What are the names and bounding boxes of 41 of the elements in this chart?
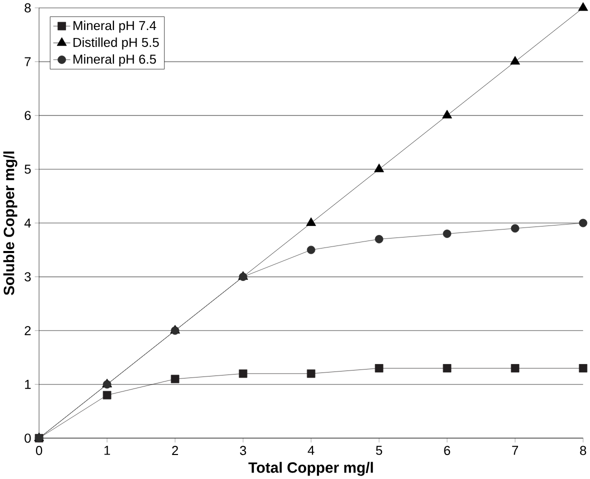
- x-tick-label: 2: [172, 446, 178, 455]
- point: [442, 110, 452, 118]
- y-tick-label: 4: [24, 218, 31, 228]
- point: [578, 2, 588, 11]
- x-tick-label: 5: [376, 446, 382, 455]
- point: [442, 230, 452, 238]
- point: [170, 374, 180, 384]
- y-tick-label: 3: [24, 272, 31, 282]
- y-axis-title: Soluble Copper mg/l: [3, 152, 18, 296]
- x-tick-label: 0: [36, 446, 42, 455]
- point: [374, 364, 384, 372]
- x-tick-label: 6: [444, 446, 450, 455]
- point: [374, 163, 384, 172]
- point: [578, 364, 588, 372]
- x-axis-title: Total Copper mg/l: [248, 462, 373, 476]
- point: [510, 224, 520, 232]
- point: [306, 217, 316, 226]
- point: [578, 218, 588, 228]
- x-tick-label: 1: [104, 446, 110, 455]
- x-tick-label: 4: [308, 446, 314, 455]
- legend-label: Distilled pH 5.5: [74, 37, 159, 50]
- point: [374, 234, 384, 244]
- x-tick-label: 8: [580, 446, 586, 455]
- point: [442, 364, 452, 372]
- point: [306, 246, 316, 254]
- x-tick-label: 7: [512, 446, 518, 455]
- point: [238, 369, 248, 378]
- y-tick-label: 7: [24, 57, 31, 66]
- y-tick-label: 6: [24, 110, 31, 120]
- point: [102, 390, 112, 400]
- x-tick-label: 3: [240, 446, 246, 455]
- legend-label: Mineral pH 7.4: [74, 20, 156, 33]
- point: [306, 369, 316, 378]
- legend-label: Mineral pH 6.5: [74, 54, 156, 66]
- y-tick-label: 0: [24, 434, 31, 443]
- y-tick-label: 2: [24, 326, 31, 336]
- y-tick-label: 1: [25, 380, 31, 389]
- point: [510, 56, 520, 65]
- y-tick-label: 5: [24, 164, 31, 174]
- y-tick-label: 8: [24, 3, 31, 12]
- point: [510, 364, 520, 372]
